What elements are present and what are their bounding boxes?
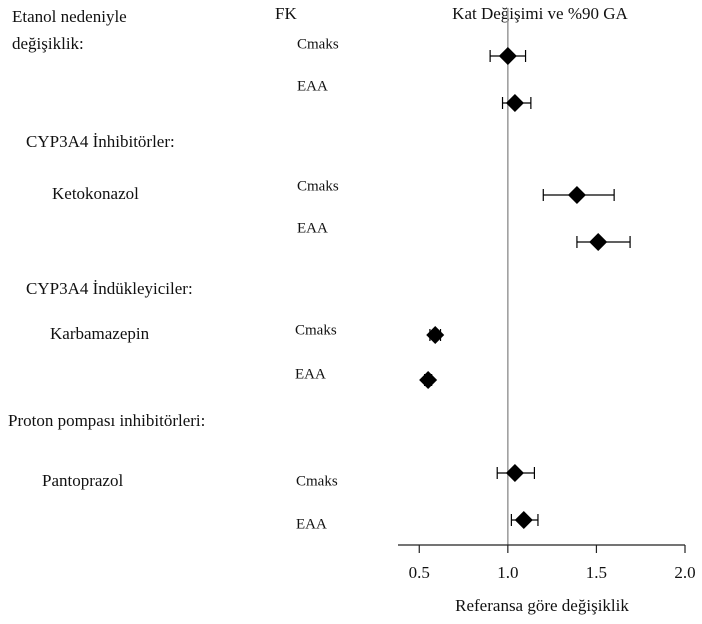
drug-label: Ketokonazol [52,184,139,203]
pk-label: Cmaks [295,322,337,338]
point-estimate [498,47,517,65]
chart-title: Kat Değişimi ve %90 GA [452,4,628,23]
drug-label: Karbamazepin [50,324,150,343]
group-label: CYP3A4 İndükleyiciler: [26,279,193,298]
x-tick-label: 1.5 [586,563,607,582]
x-tick-label: 0.5 [409,563,430,582]
pk-label: EAA [297,78,328,94]
group-label: CYP3A4 İnhibitörler: [26,132,175,151]
pk-label: Cmaks [297,178,339,194]
point-estimate [514,511,533,529]
point-estimate [567,186,586,204]
point-estimate [419,371,438,389]
group-label: değişiklik: [12,34,84,53]
point-estimate [426,326,445,344]
pk-label: EAA [297,220,328,236]
group-label: Proton pompası inhibitörleri: [8,411,205,430]
column-header: FK [275,4,297,23]
pk-label: EAA [295,366,326,382]
point-estimate [505,464,524,482]
x-axis-label: Referansa göre değişiklik [455,596,629,615]
drug-label: Pantoprazol [42,471,123,490]
point-estimate [589,233,608,251]
pk-label: Cmaks [297,36,339,52]
pk-label: Cmaks [296,473,338,489]
point-estimate [505,94,524,112]
x-tick-label: 1.0 [497,563,518,582]
pk-label: EAA [296,516,327,532]
group-label: Etanol nedeniyle [12,7,127,26]
x-tick-label: 2.0 [674,563,695,582]
